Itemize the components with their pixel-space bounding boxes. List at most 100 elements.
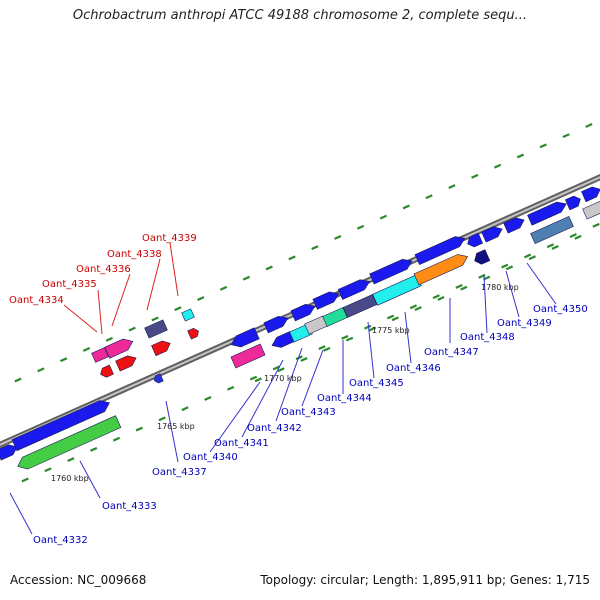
gene-oant-4334 <box>91 347 109 363</box>
scale-tick <box>158 416 166 422</box>
scale-tick <box>82 347 91 352</box>
scale-tick <box>60 357 68 363</box>
gene-label-red: Oant_4339 <box>142 233 197 244</box>
leader-line <box>275 347 303 422</box>
gene-label-blue: Oant_4332 <box>33 535 88 546</box>
gene-oant-4349-a <box>481 226 503 243</box>
scale-tick <box>288 255 296 261</box>
scale-tick <box>67 457 75 462</box>
scale-tick <box>546 243 555 249</box>
scale-tick <box>528 255 536 261</box>
scale-tick <box>219 285 228 291</box>
scale-tick <box>539 143 547 149</box>
gene-oant-4335 <box>100 364 114 378</box>
gene-label-blue: Oant_4350 <box>533 304 588 315</box>
leader-line <box>165 400 179 463</box>
label-leader-lines <box>9 242 557 535</box>
scale-label: 1775 kbp <box>372 326 410 335</box>
gene-label-blue: Oant_4347 <box>424 347 479 358</box>
gene-label-blue: Oant_4342 <box>247 423 302 434</box>
gene-oant-4341-a <box>263 315 289 334</box>
scale-tick <box>197 296 205 301</box>
gene-labels: Oant_4339 Oant_4338 Oant_4336 Oant_4335 Oant… <box>9 233 588 546</box>
gene-oant-4340 <box>230 327 260 348</box>
gene-label-blue: Oant_4337 <box>152 467 207 478</box>
gene-oant-4349 <box>503 217 525 234</box>
gene-extra-3 <box>582 200 600 220</box>
scale-tick <box>21 477 29 483</box>
gene-label-blue: Oant_4343 <box>281 407 336 418</box>
leader-line <box>79 460 101 499</box>
scale-tick <box>523 253 532 259</box>
page-title: Ochrobactrum anthropi ATCC 49188 chromos… <box>72 8 528 23</box>
scale-tick <box>569 233 577 238</box>
scale-tick <box>277 367 285 373</box>
leader-line <box>404 311 412 364</box>
gene-oant-4344-a <box>337 279 371 300</box>
scale-tick <box>323 346 331 352</box>
scale-tick <box>562 133 570 139</box>
leader-line <box>241 359 284 438</box>
gene-label-red: Oant_4336 <box>76 264 131 275</box>
gene-oant-4338 <box>144 319 168 339</box>
gene-extra-2 <box>581 186 600 203</box>
scale-tick <box>409 304 418 310</box>
scale-tick <box>181 406 189 412</box>
scale-tick <box>105 336 113 342</box>
gene-features <box>0 186 600 470</box>
gene-oant-4337-block <box>17 415 122 470</box>
leader-line <box>301 349 324 407</box>
scale-label: 1760 kbp <box>51 474 89 483</box>
scale-tick <box>414 306 422 312</box>
leader-line <box>63 304 98 333</box>
topology-summary: Topology: circular; Length: 1,895,911 bp… <box>260 573 590 587</box>
scale-tick <box>341 334 349 340</box>
scale-tick <box>402 204 410 210</box>
gene-oant-4344 <box>322 307 348 327</box>
gene-label-blue: Oant_4340 <box>183 452 238 463</box>
leader-line <box>169 242 179 297</box>
gene-oant-4348-a <box>467 232 483 248</box>
scale-tick <box>356 224 365 230</box>
scale-tick <box>386 314 395 320</box>
scale-tick <box>432 294 440 300</box>
gene-oant-4345-a <box>369 258 413 285</box>
leader-line <box>209 381 261 453</box>
leader-line <box>505 270 520 318</box>
leader-line <box>111 273 131 327</box>
gene-oant-4342-a <box>290 303 316 322</box>
scale-tick <box>471 173 479 179</box>
gene-label-blue: Oant_4341 <box>214 438 269 449</box>
scale-tick <box>90 446 98 452</box>
scale-tick <box>345 336 354 342</box>
scale-tick <box>272 365 280 371</box>
scale-label: 1770 kbp <box>264 374 302 383</box>
scale-tick <box>128 326 136 332</box>
gene-label-red: Oant_4338 <box>107 249 162 260</box>
scale-tick <box>37 367 45 373</box>
scale-tick <box>364 324 372 330</box>
gene-oant-4338-b <box>151 340 171 357</box>
gene-oant-4332 <box>0 444 18 461</box>
gene-label-red: Oant_4335 <box>42 279 97 290</box>
scale-tick <box>242 275 251 281</box>
gene-label-blue: Oant_4349 <box>497 318 552 329</box>
leader-line <box>526 262 557 305</box>
gene-label-blue: Oant_4346 <box>386 363 441 374</box>
scale-tick <box>249 375 258 381</box>
gene-label-red: Oant_4334 <box>9 295 64 306</box>
gene-oant-4348 <box>474 249 491 265</box>
scale-tick <box>493 163 502 169</box>
gene-oant-4339-b <box>230 343 266 369</box>
scale-tick <box>295 355 303 361</box>
scale-tick <box>254 377 262 383</box>
scale-tick <box>516 153 525 159</box>
scale-tick <box>14 377 22 383</box>
scale-tick <box>135 426 143 432</box>
gene-label-blue: Oant_4345 <box>349 378 404 389</box>
leader-line <box>146 258 161 311</box>
scale-tick <box>151 316 159 322</box>
gene-oant-4347-a <box>414 236 466 265</box>
gene-extra-1 <box>565 195 581 211</box>
